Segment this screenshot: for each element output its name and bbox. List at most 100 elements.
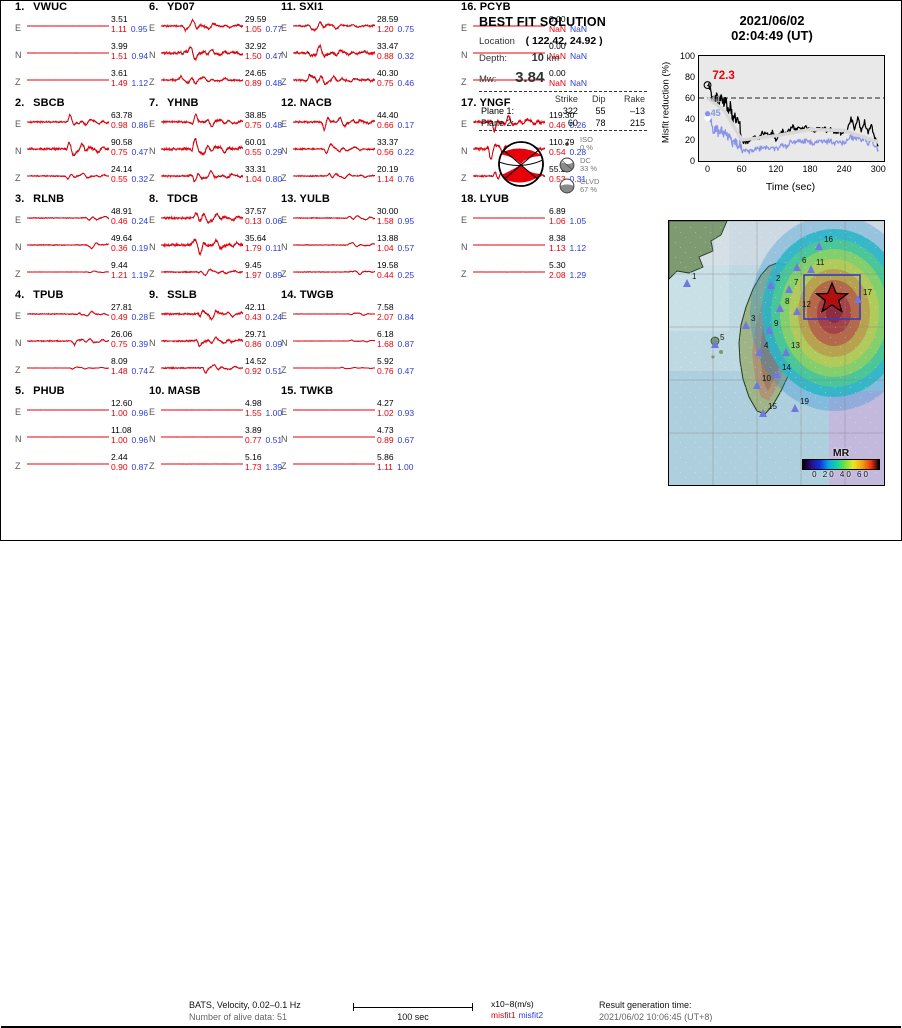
misfit-values: 1.11 1.00 [377, 462, 413, 472]
component-row-n: N 3.99 1.51 0.94 [15, 41, 148, 69]
misfit1-value: 0.46 [549, 120, 566, 130]
misfit1-value: 0.90 [111, 462, 128, 472]
decomposition-text: CLVD 67 % [580, 176, 600, 194]
component-row-n: N 90.58 0.75 0.47 [15, 137, 148, 165]
chart-y-tick: 40 [684, 114, 695, 124]
peak-amplitude-value: 63.78 [111, 110, 133, 120]
station-triangle-icon [807, 265, 815, 273]
chart-x-tick: 180 [802, 164, 818, 174]
component-label: N [149, 50, 156, 60]
misfit-reduction-map: MR 0 20 40 60 1 2 3 4 5 6 7 8 9 10 11 12 13 14 15 16 17 1… [646, 217, 898, 517]
peak-amplitude-value: 19.58 [377, 260, 399, 270]
report-footer: BATS, Velocity, 0.02–0.1 Hz Number of al… [1, 495, 902, 1028]
map-station-marker-15: 15 [759, 402, 777, 417]
waveform-trace [473, 261, 545, 287]
plane-label: Plane 2: [481, 118, 515, 128]
misfit2-value: 0.17 [397, 120, 415, 130]
misfit-values: 1.05 0.77 [245, 24, 282, 34]
misfit-values: 1.73 1.39 [245, 462, 282, 472]
component-row-z: Z 5.86 1.11 1.00 [281, 452, 413, 480]
misfit1-value: 1.06 [549, 216, 566, 226]
component-label: Z [15, 461, 21, 471]
misfit1-value: 1.79 [245, 243, 262, 253]
waveform-trace [161, 261, 243, 287]
component-label: E [281, 215, 288, 225]
misfit2-value: 0.24 [265, 312, 283, 322]
component-label: Z [149, 365, 155, 375]
misfit2-value: 0.51 [265, 366, 283, 376]
component-row-z: Z 5.16 1.73 1.39 [149, 452, 282, 480]
waveform-trace [473, 234, 545, 260]
map-station-marker-12: 12 [793, 300, 811, 315]
misfit-values: 1.55 1.00 [245, 408, 282, 418]
misfit-values: 0.75 0.47 [111, 147, 148, 157]
station-panel-twkb: 15. TWKB E 4.27 1.02 0.93 N 4.73 0.89 0.67 Z 5.86 1… [281, 385, 414, 480]
component-row-z: Z 9.44 1.21 1.19 [15, 260, 148, 288]
peak-amplitude-value: 42.11 [245, 302, 266, 312]
map-station-marker-1: 1 [683, 272, 696, 287]
station-number-label: 15 [768, 402, 777, 411]
component-row-n: N 29.71 0.86 0.09 [149, 329, 282, 357]
result-line-1: Result generation time: [599, 1000, 692, 1010]
decomposition-text: ISO 0 % [580, 134, 593, 152]
decomposition-iso: ISO 0 % [557, 134, 599, 154]
misfit-values: 0.43 0.24 [245, 312, 282, 322]
plane-header: Strike [554, 94, 578, 104]
misfit2-value: 0.95 [130, 24, 148, 34]
component-label: E [15, 23, 22, 33]
misfit-values: 1.51 0.94 [111, 51, 148, 61]
component-label: E [281, 119, 288, 129]
misfit1-value: 1.02 [377, 408, 394, 418]
misfit1-value: 1.73 [245, 462, 262, 472]
scale-bar-caption: 100 sec [397, 1012, 429, 1022]
misfit-values: 1.21 1.19 [111, 270, 148, 280]
misfit-values: 0.36 0.19 [111, 243, 148, 253]
waveform-trace [293, 399, 375, 425]
component-row-z: Z 8.09 1.48 0.74 [15, 356, 148, 384]
peak-amplitude-value: 0.00 [549, 41, 566, 51]
peak-amplitude-value: 5.30 [549, 260, 566, 270]
network-line-2: Number of alive data: 51 [189, 1012, 288, 1022]
misfit-values: 1.58 0.95 [377, 216, 414, 226]
chart-x-tick: 300 [870, 164, 886, 174]
component-row-e: E 48.91 0.46 0.24 [15, 206, 148, 234]
plane-rake: –13 [629, 106, 645, 116]
chart-x-axis-label: Time (sec) [765, 181, 816, 193]
station-number-label: 7 [794, 278, 799, 287]
station-triangle-icon [815, 242, 823, 250]
chart-x-tick: 60 [736, 164, 747, 174]
misfit2-value: 0.25 [397, 270, 415, 280]
component-row-e: E 7.58 2.07 0.84 [281, 302, 414, 330]
waveform-trace [161, 399, 243, 425]
component-label: N [281, 146, 288, 156]
component-row-e: E 27.81 0.49 0.28 [15, 302, 148, 330]
map-station-marker-6: 6 [793, 256, 806, 271]
component-label: Z [461, 173, 467, 183]
table-rule-bottom [479, 130, 647, 131]
peak-amplitude-value: 26.06 [111, 329, 133, 339]
waveform-trace [161, 138, 243, 164]
waveform-trace [473, 15, 545, 41]
waveform-trace [293, 69, 375, 95]
misfit2-value: 1.00 [265, 408, 283, 418]
station-panel-sslb: 9. SSLB E 42.11 0.43 0.24 N 29.71 0.86 0.09 Z 14.5… [149, 289, 282, 382]
peak-amplitude-value: 12.60 [111, 398, 133, 408]
misfit2-value: 0.32 [131, 174, 149, 184]
misfit1-value: 2.08 [549, 270, 566, 280]
nodal-plane-row: Plane 2: 60 78 215 [479, 117, 647, 129]
component-label: Z [461, 269, 467, 279]
misfit2-value: 0.19 [131, 243, 149, 253]
misfit-values: 1.04 0.57 [377, 243, 414, 253]
misfit1-label: misfit1 [491, 1010, 516, 1020]
station-triangle-icon [755, 348, 763, 356]
misfit-values: 2.07 0.84 [377, 312, 414, 322]
station-triangle-icon [773, 370, 781, 378]
map-station-marker-14: 14 [773, 363, 791, 378]
waveform-column-2: 6. YD07 E 29.59 1.05 0.77 N 32.92 1.50 0.47 Z 24.6… [149, 1, 282, 493]
misfit2-value: 0.84 [397, 312, 415, 322]
station-title: 17. YNGF [461, 97, 511, 109]
component-label: E [149, 311, 156, 321]
plane-rake: 215 [629, 118, 645, 128]
component-label: E [15, 311, 22, 321]
